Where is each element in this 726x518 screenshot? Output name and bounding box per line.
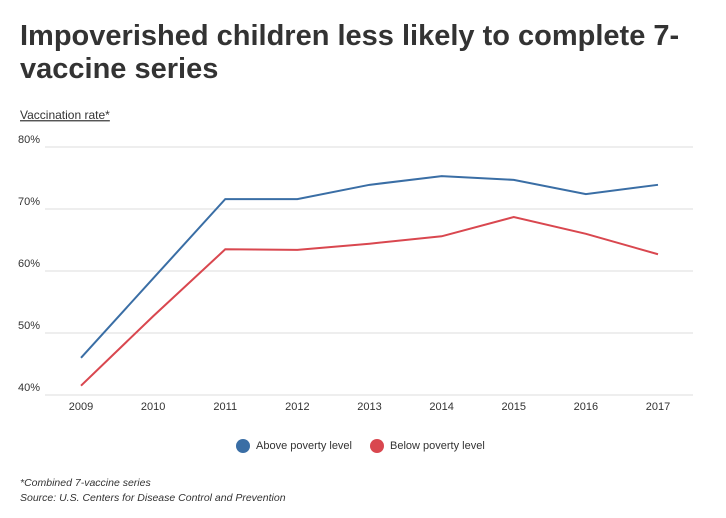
legend-marker [236, 439, 250, 453]
line [80, 175, 659, 359]
y-tick-label: 80% [18, 134, 40, 146]
y-tick-label: 40% [18, 382, 40, 394]
x-tick-label: 2015 [502, 401, 526, 413]
x-tick-label: 2016 [574, 401, 598, 413]
x-tick-label: 2013 [357, 401, 381, 413]
x-tick-label: 2009 [69, 401, 93, 413]
line [80, 216, 659, 387]
legend-label: Below poverty level [390, 440, 485, 452]
source: Source: U.S. Centers for Disease Control… [20, 492, 286, 504]
legend-label: Above poverty level [256, 440, 352, 452]
x-tick-label: 2010 [141, 401, 165, 413]
y-tick-label: 50% [18, 320, 40, 332]
note: *Combined 7-vaccine series [20, 477, 151, 489]
y-tick-label: 70% [18, 196, 40, 208]
y-tick-label: 60% [18, 258, 40, 270]
y-axis-label: Vaccination rate* [20, 108, 110, 122]
x-tick-label: 2017 [646, 401, 670, 413]
legend-marker [370, 439, 384, 453]
x-tick-label: 2014 [429, 401, 453, 413]
x-tick-label: 2012 [285, 401, 309, 413]
chart-title: Impoverished children less likely to com… [20, 20, 680, 85]
x-tick-label: 2011 [213, 401, 237, 413]
